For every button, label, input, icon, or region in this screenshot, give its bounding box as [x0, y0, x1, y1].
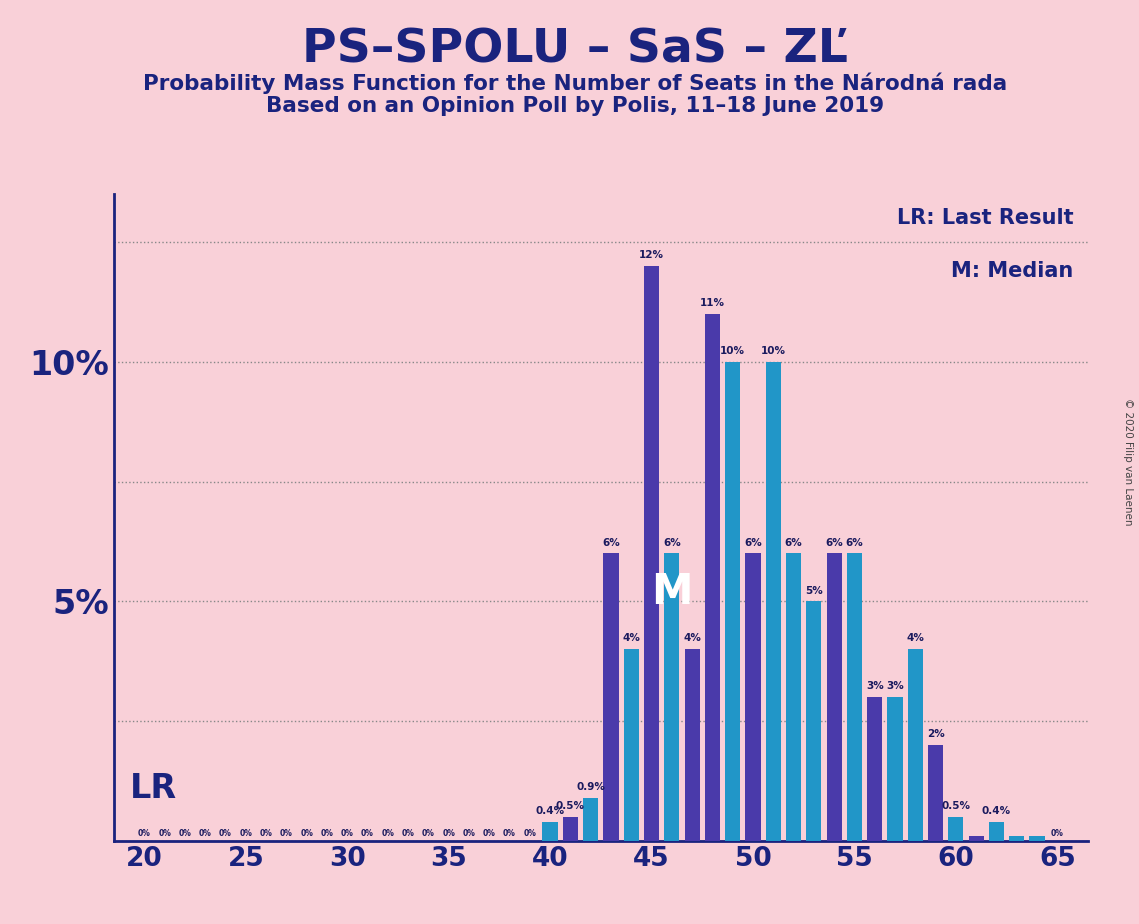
Text: 0%: 0%: [1051, 830, 1064, 838]
Bar: [968, 836, 984, 841]
Text: 0%: 0%: [199, 830, 212, 838]
Text: 10%: 10%: [761, 346, 786, 356]
Text: 0%: 0%: [382, 830, 394, 838]
Text: 0%: 0%: [158, 830, 171, 838]
Text: 0.4%: 0.4%: [982, 806, 1011, 816]
Bar: [928, 745, 943, 841]
Bar: [542, 821, 558, 841]
Bar: [1030, 836, 1044, 841]
Text: 0%: 0%: [280, 830, 293, 838]
Bar: [786, 553, 801, 841]
Bar: [765, 361, 781, 841]
Text: 6%: 6%: [744, 538, 762, 548]
Text: 0%: 0%: [219, 830, 232, 838]
Text: Probability Mass Function for the Number of Seats in the Národná rada: Probability Mass Function for the Number…: [144, 72, 1007, 93]
Text: 4%: 4%: [622, 634, 640, 643]
Text: 0%: 0%: [462, 830, 475, 838]
Text: 6%: 6%: [826, 538, 843, 548]
Text: 12%: 12%: [639, 250, 664, 261]
Text: LR: LR: [130, 772, 178, 805]
Text: 4%: 4%: [907, 634, 924, 643]
Bar: [887, 697, 902, 841]
Text: 0%: 0%: [341, 830, 353, 838]
Bar: [583, 797, 598, 841]
Text: 0%: 0%: [138, 830, 150, 838]
Bar: [867, 697, 883, 841]
Text: 0%: 0%: [239, 830, 252, 838]
Text: 3%: 3%: [866, 681, 884, 691]
Text: 0%: 0%: [301, 830, 313, 838]
Text: 0%: 0%: [320, 830, 334, 838]
Text: 0%: 0%: [524, 830, 536, 838]
Text: 4%: 4%: [683, 634, 702, 643]
Text: 5%: 5%: [805, 586, 822, 596]
Bar: [745, 553, 761, 841]
Text: © 2020 Filip van Laenen: © 2020 Filip van Laenen: [1123, 398, 1132, 526]
Bar: [644, 266, 659, 841]
Bar: [949, 817, 964, 841]
Text: M: M: [652, 571, 693, 613]
Bar: [908, 650, 923, 841]
Text: 0.5%: 0.5%: [941, 801, 970, 811]
Text: LR: Last Result: LR: Last Result: [896, 209, 1074, 228]
Text: PS–SPOLU – SaS – ZĽ: PS–SPOLU – SaS – ZĽ: [302, 28, 849, 73]
Bar: [685, 650, 699, 841]
Text: M: Median: M: Median: [951, 261, 1074, 281]
Bar: [624, 650, 639, 841]
Text: 0%: 0%: [402, 830, 415, 838]
Bar: [726, 361, 740, 841]
Bar: [664, 553, 680, 841]
Text: 0%: 0%: [260, 830, 272, 838]
Text: 6%: 6%: [785, 538, 803, 548]
Text: 2%: 2%: [927, 729, 944, 739]
Bar: [1009, 836, 1024, 841]
Text: 10%: 10%: [720, 346, 745, 356]
Bar: [989, 821, 1005, 841]
Bar: [705, 314, 720, 841]
Text: Based on an Opinion Poll by Polis, 11–18 June 2019: Based on an Opinion Poll by Polis, 11–18…: [267, 96, 884, 116]
Text: 3%: 3%: [886, 681, 904, 691]
Text: 6%: 6%: [663, 538, 681, 548]
Text: 0%: 0%: [442, 830, 456, 838]
Text: 11%: 11%: [699, 298, 724, 308]
Text: 6%: 6%: [845, 538, 863, 548]
Text: 6%: 6%: [603, 538, 620, 548]
Text: 0%: 0%: [179, 830, 191, 838]
Text: 0.4%: 0.4%: [535, 806, 565, 816]
Text: 0%: 0%: [421, 830, 435, 838]
Bar: [604, 553, 618, 841]
Bar: [563, 817, 577, 841]
Text: 0.9%: 0.9%: [576, 782, 605, 792]
Text: 0.5%: 0.5%: [556, 801, 585, 811]
Bar: [827, 553, 842, 841]
Text: 0%: 0%: [361, 830, 374, 838]
Bar: [806, 602, 821, 841]
Text: 0%: 0%: [503, 830, 516, 838]
Text: 0%: 0%: [483, 830, 495, 838]
Bar: [846, 553, 862, 841]
